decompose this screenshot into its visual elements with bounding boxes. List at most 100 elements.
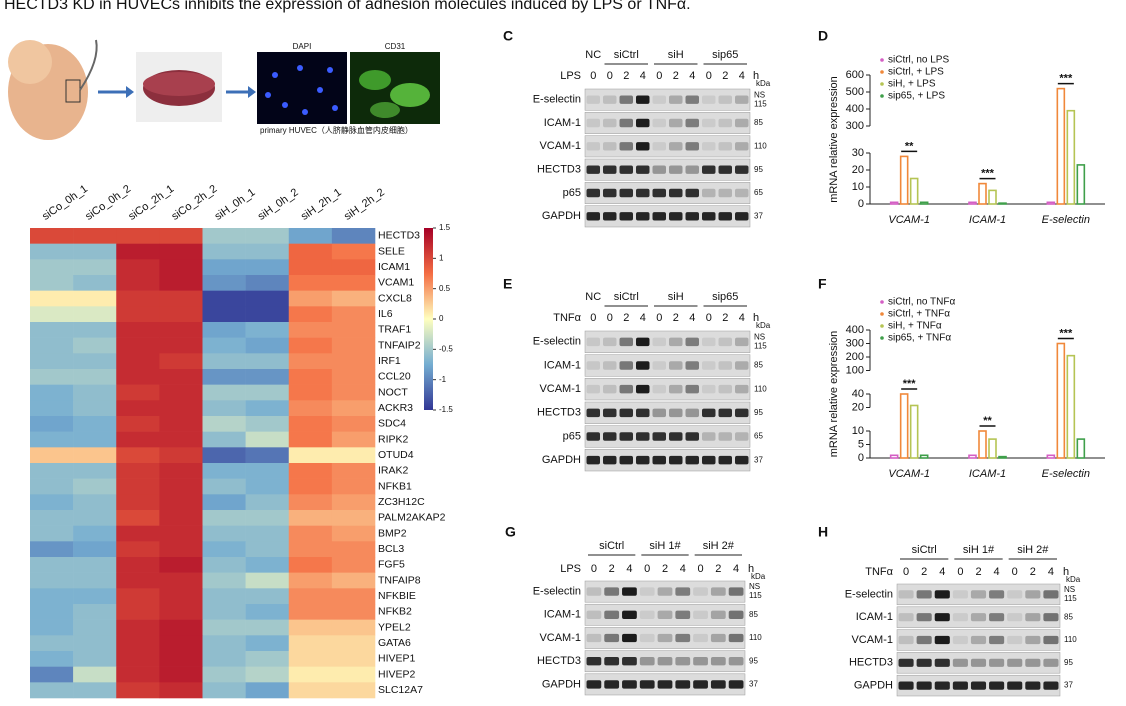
heatmap-cell — [202, 337, 246, 354]
heatmap-cell — [331, 275, 376, 291]
row-label: OTUD4 — [378, 449, 414, 461]
heatmap-cell — [245, 384, 290, 401]
heatmap-cell — [73, 447, 117, 464]
blot-band — [639, 587, 655, 596]
heatmap-cell — [159, 306, 203, 323]
size-marker: NS — [749, 582, 760, 591]
heatmap-cell — [159, 369, 203, 385]
heatmap-cell — [288, 275, 333, 291]
panel-letter: C — [503, 28, 513, 44]
blot-band — [586, 432, 600, 441]
blot-band — [735, 384, 749, 394]
blot-band — [675, 633, 691, 643]
heatmap-cell — [30, 228, 74, 244]
heatmap-cell — [245, 353, 290, 370]
row-label: BMP2 — [378, 527, 407, 539]
heatmap-cell — [331, 635, 376, 652]
blot-band — [619, 432, 633, 441]
y-tick-label: 400 — [846, 324, 864, 336]
row-label: NFKBIE — [378, 590, 416, 602]
blot-band — [718, 384, 732, 394]
legend-label: siH, + TNFα — [888, 321, 942, 332]
heatmap-cell — [202, 525, 246, 542]
column-label: siCo_2h_1 — [126, 183, 176, 223]
heatmap-cell — [202, 416, 246, 432]
heatmap-cell — [331, 431, 376, 448]
heatmap-cell — [30, 243, 74, 260]
heatmap-cell — [202, 369, 246, 385]
protein-label: HECTD3 — [537, 655, 581, 667]
heatmap-cell — [116, 494, 160, 511]
legend-marker — [880, 336, 884, 340]
blot-band — [669, 142, 683, 151]
blot-band — [970, 590, 987, 599]
row-label: RIPK2 — [378, 433, 409, 445]
blot-band — [669, 361, 683, 370]
heatmap-cell — [202, 666, 246, 683]
heatmap-cell — [159, 384, 203, 401]
blot-band — [718, 432, 732, 441]
legend-label: sip65, + TNFα — [888, 333, 951, 344]
heatmap-cell — [30, 322, 74, 338]
size-marker: 115 — [754, 99, 767, 108]
significance-label: *** — [903, 378, 917, 390]
blot-band — [669, 337, 683, 347]
heatmap-cell — [288, 384, 333, 401]
y-tick-label: 10 — [852, 181, 864, 193]
heatmap-cell — [288, 541, 333, 558]
heatmap-cell — [245, 557, 290, 573]
blot-band — [639, 610, 655, 619]
heatmap-cell — [202, 651, 246, 667]
blot-band — [1043, 635, 1059, 645]
heatmap-cell — [116, 259, 160, 276]
group-label: sip65 — [712, 291, 738, 303]
blot-band — [604, 657, 620, 666]
timepoint: 2 — [722, 312, 728, 324]
blot-band — [685, 95, 699, 104]
heatmap-cell — [202, 400, 246, 417]
heatmap-cell — [159, 275, 203, 291]
bar — [968, 454, 977, 459]
blot-band — [685, 142, 699, 151]
protein-label: ICAM-1 — [544, 609, 581, 621]
heatmap-cell — [159, 322, 203, 338]
blot-band — [952, 590, 968, 599]
blot-band — [702, 455, 716, 465]
heatmap-cell — [116, 463, 160, 479]
blot-band — [685, 337, 699, 347]
blot-band — [970, 635, 987, 645]
legend-label: sip65, + LPS — [888, 91, 945, 102]
heatmap-cell — [159, 463, 203, 479]
row-label: ACKR3 — [378, 402, 413, 414]
column-label: siCo_0h_2 — [83, 183, 133, 223]
timepoint: 0 — [706, 312, 712, 324]
blot-band — [989, 590, 1005, 599]
heatmap-cell — [288, 494, 333, 511]
heatmap-cell — [159, 290, 203, 307]
heatmap-cell — [159, 525, 203, 542]
time-unit: h — [753, 312, 759, 324]
group-label: siCtrl — [912, 544, 937, 556]
blot-band — [1043, 658, 1059, 667]
group-label: siCtrl — [599, 540, 624, 552]
heatmap-cell — [288, 431, 333, 448]
blot-strip — [896, 629, 1061, 651]
blot-band — [639, 633, 655, 643]
heatmap-cell — [288, 651, 333, 667]
treatment-label: TNFα — [553, 312, 581, 324]
blot-band — [693, 680, 708, 689]
size-marker: 65 — [754, 432, 763, 441]
blot-strip — [584, 425, 751, 448]
heatmap-cell — [245, 228, 290, 244]
blot-band — [702, 384, 716, 394]
heatmap-cell — [245, 463, 290, 479]
colorbar-tick-label: -1 — [439, 375, 447, 384]
blot-band — [619, 165, 633, 174]
blot-band — [657, 633, 673, 643]
protein-label: VCAM-1 — [539, 140, 581, 152]
bar — [919, 454, 929, 459]
blot-band — [693, 610, 708, 619]
blot-strip — [896, 583, 1061, 606]
timepoint: 0 — [607, 70, 613, 82]
blot-band — [1007, 613, 1023, 622]
